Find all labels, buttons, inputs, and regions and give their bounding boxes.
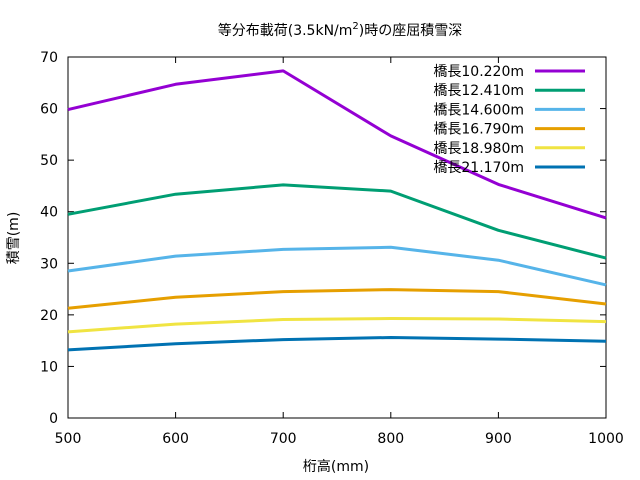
series-line xyxy=(67,69,607,220)
legend-label: 橋長18.980m xyxy=(433,141,524,157)
y-tick-label: 60 xyxy=(40,102,58,118)
series-line xyxy=(67,317,607,334)
series-line xyxy=(67,336,607,352)
plot-area: 0 10 20 30 40 50 60 70 500 600 700 800 900 1000 xyxy=(40,50,624,447)
legend-label: 橋長16.790m xyxy=(433,122,524,138)
y-tick-label: 30 xyxy=(40,256,58,272)
chart-title-tail: )時の座屈積雪深 xyxy=(359,23,462,39)
y-tick-label: 10 xyxy=(40,359,58,375)
x-tick-label: 500 xyxy=(55,431,82,447)
plot-frame xyxy=(67,56,607,419)
y-tick-label: 20 xyxy=(40,308,58,324)
y-tick-label: 70 xyxy=(40,50,58,66)
chart-title-main: 等分布載荷(3.5kN/m xyxy=(218,22,353,39)
y-tick-label: 50 xyxy=(40,153,58,169)
x-tick-label: 1000 xyxy=(588,431,624,447)
series-line xyxy=(67,183,607,260)
series-line xyxy=(67,288,607,310)
y-axis-label: 積雪(m) xyxy=(6,212,22,265)
y-tick-label: 0 xyxy=(49,411,58,427)
legend-label: 橋長21.170m xyxy=(433,160,524,176)
x-tick-label: 900 xyxy=(485,431,512,447)
series-line xyxy=(67,245,607,287)
chart-title: 等分布載荷(3.5kN/m2)時の座屈積雪深 xyxy=(218,21,463,39)
x-tick-label: 700 xyxy=(270,431,297,447)
x-tick-label: 800 xyxy=(377,431,404,447)
x-axis-label: 桁高(mm) xyxy=(303,458,369,475)
x-tick-label: 600 xyxy=(162,431,189,447)
legend: 橋長10.220m 橋長12.410m 橋長14.600m 橋長16.790m 橋長18… xyxy=(433,64,585,176)
legend-label: 橋長10.220m xyxy=(433,64,524,80)
chart-title-superscript: 2 xyxy=(352,21,358,32)
y-tick-label: 40 xyxy=(40,205,58,221)
legend-label: 橋長14.600m xyxy=(433,102,524,118)
legend-label: 橋長12.410m xyxy=(433,83,524,99)
